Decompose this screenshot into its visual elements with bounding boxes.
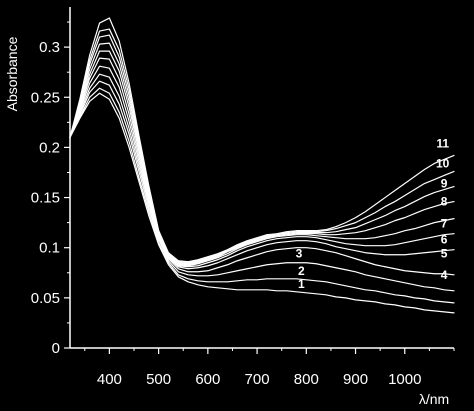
curve-label-9: 9 [441,177,448,191]
curve-label-11: 11 [436,136,449,150]
y-tick-label-0: 0 [52,340,60,357]
x-tick-label-700: 700 [245,371,270,388]
y-tick-label-0.1: 0.1 [39,240,60,257]
x-tick-label-400: 400 [97,371,122,388]
series-line-4 [69,73,455,276]
curve-label-7: 7 [441,217,448,231]
series-line-8 [69,42,455,266]
series-line-6 [69,57,455,268]
y-axis-label: Absorbance [4,36,20,111]
x-tick-label-900: 900 [343,371,368,388]
y-tick-label-0.05: 0.05 [31,290,60,307]
y-tick-label-0.3: 0.3 [39,39,60,56]
x-tick-label-500: 500 [146,371,171,388]
series-line-9 [69,34,455,265]
x-tick-label-600: 600 [195,371,220,388]
x-axis-label: λ/nm [419,391,449,407]
series-line-10 [69,28,455,264]
y-tick-label-0.25: 0.25 [31,89,60,106]
y-tick-label-0.15: 0.15 [31,190,60,207]
x-tick-label-800: 800 [294,371,319,388]
curve-label-3: 3 [296,247,303,261]
curve-label-1: 1 [298,277,305,291]
curve-label-4: 4 [441,268,448,282]
series-line-3 [69,80,455,292]
series-line-11 [69,17,455,263]
series-line-5 [69,65,455,270]
y-tick-label-0.2: 0.2 [39,139,60,156]
series-line-1 [69,92,455,314]
series-line-7 [69,50,455,267]
series-line-2 [69,87,455,304]
x-tick-label-1000: 1000 [388,371,421,388]
curve-label-2: 2 [298,264,305,278]
curve-label-6: 6 [441,233,448,247]
curve-label-8: 8 [441,195,448,209]
curve-label-5: 5 [441,247,448,261]
curve-label-10: 10 [436,156,450,170]
